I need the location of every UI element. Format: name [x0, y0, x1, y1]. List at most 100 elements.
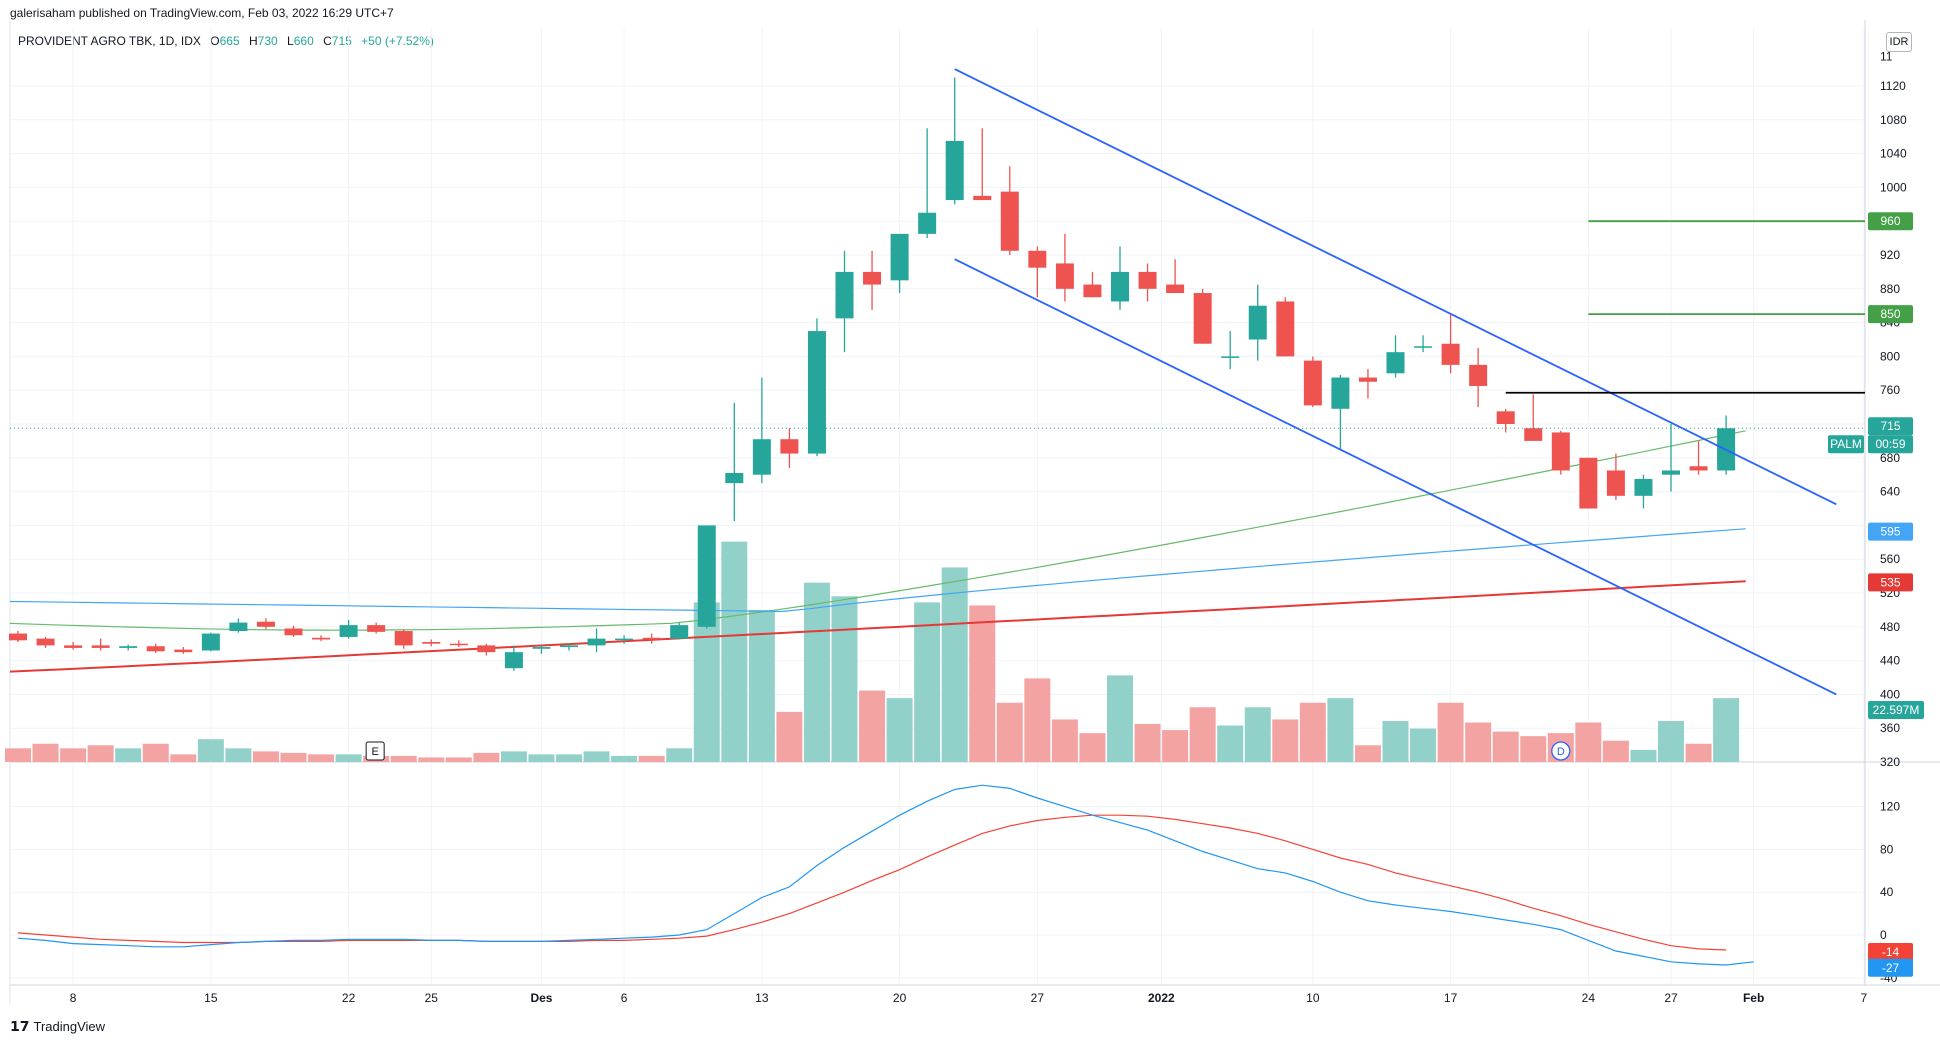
candle-body [1524, 428, 1543, 441]
candle [1634, 474, 1653, 509]
volume-bar [1189, 707, 1216, 762]
volume-bar [693, 602, 720, 762]
volume-bar [1382, 720, 1409, 762]
candle [229, 618, 248, 633]
currency-button[interactable]: IDR [1886, 32, 1912, 52]
candle-body [1331, 377, 1350, 409]
macd-marker-text: -27 [1882, 961, 1900, 975]
candle-body [449, 643, 468, 646]
ma-red-marker-text: 535 [1880, 575, 1900, 589]
volume-bar [1327, 698, 1354, 762]
volume-bar [831, 596, 858, 762]
macd-tick-label: 40 [1880, 885, 1894, 899]
time-tick-label: 27 [1031, 991, 1045, 1005]
candle-body [312, 637, 331, 640]
volume-bar [225, 748, 252, 762]
candle [1469, 347, 1488, 408]
candle-body [1441, 343, 1460, 365]
volume-bar [87, 745, 114, 762]
volume-bar [445, 757, 472, 762]
symbol-marker: PALM [1828, 435, 1864, 454]
candle-body [367, 625, 386, 632]
last-price-marker: 715 [1868, 417, 1913, 436]
time-tick-label: Feb [1743, 991, 1764, 1005]
candle [1193, 288, 1212, 344]
candle [560, 643, 578, 651]
volume-bar [611, 755, 638, 762]
candle [863, 250, 882, 310]
volume-bar [308, 754, 335, 762]
candle [1111, 246, 1129, 310]
candles [9, 77, 1736, 671]
price-tick-label: 1120 [1880, 79, 1906, 93]
price-tick-label-top: 11 [1880, 49, 1893, 63]
candle-body [256, 621, 275, 627]
volume-bar [390, 755, 417, 762]
candle-body [807, 331, 826, 454]
candle [367, 622, 386, 634]
volume-bar [1630, 749, 1657, 762]
volume-bar [1354, 745, 1381, 762]
macd-signal-marker: -14 [1868, 942, 1913, 961]
candle-body [504, 652, 523, 669]
candle [91, 638, 110, 651]
volume-bar [142, 743, 169, 762]
event-D: D [1551, 741, 1571, 761]
volume-bar [1658, 720, 1684, 762]
candle-body [1496, 411, 1515, 424]
candle-body [284, 628, 303, 636]
candle-body [1000, 191, 1019, 251]
macd-marker-bg [1868, 958, 1913, 977]
candle [1028, 246, 1047, 298]
candle [1138, 263, 1157, 302]
volume-bar [500, 751, 527, 762]
candle [587, 628, 606, 653]
candle [1551, 430, 1570, 475]
macd-signal-marker-bg [1868, 942, 1913, 961]
candle [284, 625, 303, 637]
last-price-marker-bg [1868, 417, 1913, 436]
candle-body [780, 439, 799, 454]
volume-bar [1244, 707, 1271, 762]
candle [918, 128, 937, 239]
time-tick-label: 15 [204, 991, 218, 1005]
candle-body [1606, 470, 1625, 496]
price-tick-label: 1080 [1880, 113, 1907, 127]
change-value: +50 (+7.52%) [361, 34, 434, 48]
candle-body [752, 439, 771, 475]
volume-bar [1492, 731, 1519, 762]
volume-bar [252, 751, 279, 762]
volume-bar [583, 751, 610, 762]
candle-body [1276, 301, 1295, 357]
candle [752, 377, 771, 484]
candle-body [1138, 271, 1157, 289]
candle [725, 402, 744, 522]
candle [449, 640, 468, 648]
candle-body [532, 647, 551, 649]
candle [1689, 440, 1708, 475]
publish-info: galerisaham published on TradingView.com… [10, 6, 394, 20]
target-marker-960: 960 [1868, 212, 1913, 231]
volume-bar [528, 754, 555, 762]
macd-signal-line [17, 814, 1727, 951]
candle [256, 618, 275, 630]
candle [1303, 356, 1322, 408]
volume-bar [1024, 678, 1051, 762]
candle-body [560, 645, 578, 648]
high-label: H [249, 34, 258, 48]
candle [1441, 314, 1460, 374]
event-circle [1551, 741, 1571, 761]
target-marker-850-bg [1868, 305, 1913, 324]
symbol-legend: PROVIDENT AGRO TBK, 1D, IDX O665 H730 L6… [18, 34, 434, 48]
candle [36, 636, 55, 648]
candle-body [119, 646, 138, 648]
candle [174, 647, 193, 654]
candle-body [973, 195, 992, 201]
candle-body [945, 140, 964, 201]
candle-body [1111, 271, 1129, 302]
candle [1000, 166, 1019, 255]
price-tick-label: 880 [1880, 282, 1900, 296]
price-tick-label: 760 [1880, 383, 1900, 397]
close-value: 715 [331, 34, 352, 48]
